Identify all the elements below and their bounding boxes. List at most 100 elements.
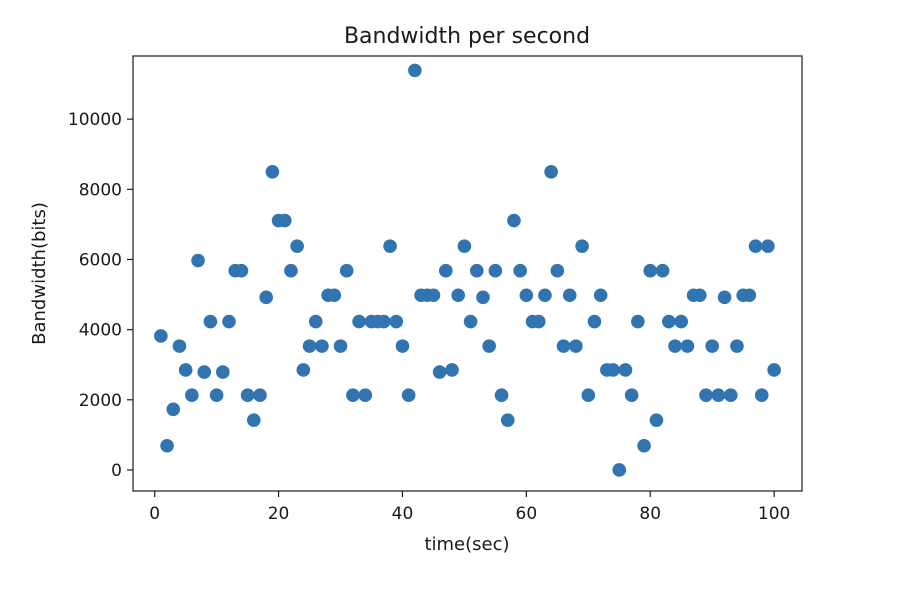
scatter-point: [327, 288, 342, 303]
x-tick-label: 100: [758, 504, 790, 524]
y-axis-label: Bandwidth(bits): [29, 202, 50, 345]
scatter-point: [439, 263, 453, 278]
scatter-point: [674, 314, 689, 329]
x-tick-label: 20: [268, 504, 290, 524]
y-tick-label: 10000: [68, 110, 122, 130]
scatter-point: [575, 239, 589, 253]
scatter-point: [308, 314, 323, 329]
scatter-point: [649, 413, 664, 427]
scatter-point: [482, 339, 496, 353]
x-tick-label: 80: [639, 504, 661, 524]
x-axis-label: time(sec): [424, 534, 509, 555]
scatter-point: [519, 288, 534, 303]
scatter-point: [259, 290, 273, 305]
scatter-point: [618, 363, 633, 377]
scatter-point: [748, 239, 763, 253]
y-tick-label: 6000: [79, 250, 122, 270]
scatter-point: [761, 239, 775, 253]
scatter-point: [203, 314, 218, 329]
x-axis-ticks: 0 20 40 60 80 100: [149, 491, 790, 524]
plot-frame: [132, 55, 803, 492]
scatter-point: [717, 290, 732, 305]
scatter-point: [377, 314, 391, 329]
scatter-point: [662, 314, 676, 329]
x-tick-label: 40: [392, 504, 414, 524]
scatter-point: [538, 288, 552, 303]
scatter-point: [550, 263, 565, 278]
y-tick-label: 8000: [79, 180, 122, 200]
scatter-point: [754, 388, 769, 403]
scatter-point: [265, 164, 280, 179]
scatter-point: [767, 363, 781, 377]
scatter-point: [730, 339, 744, 353]
scatter-point: [624, 388, 639, 403]
scatter-point: [680, 339, 695, 353]
scatter-point: [476, 290, 490, 305]
y-tick-label: 0: [111, 461, 122, 481]
x-tick-label: 60: [516, 504, 538, 524]
scatter-point: [723, 388, 738, 403]
scatter-point: [531, 314, 546, 329]
scatter-point: [593, 288, 608, 303]
scatter-point: [507, 213, 521, 228]
scatter-point: [290, 239, 304, 253]
scatter-point: [711, 388, 726, 403]
chart-title: Bandwidth per second: [344, 24, 590, 49]
y-tick-label: 4000: [79, 321, 122, 341]
scatter-point: [463, 314, 478, 329]
scatter-point: [699, 388, 713, 403]
scatter-point: [166, 402, 181, 417]
y-tick-label: 2000: [79, 391, 122, 411]
scatter-point: [742, 288, 757, 303]
y-axis-ticks: 0 2000 4000 6000 8000 10000: [68, 110, 133, 481]
scatter-point: [216, 365, 230, 379]
scatter-point: [178, 363, 193, 377]
scatter-point: [612, 463, 627, 477]
scatter-point: [154, 329, 168, 343]
scatter-point: [246, 413, 261, 427]
scatter-point: [426, 288, 441, 303]
scatter-point: [197, 365, 212, 379]
scatter-point: [284, 263, 298, 278]
scatter-point: [513, 263, 527, 278]
scatter-point: [581, 388, 596, 403]
scatter-point: [333, 339, 348, 353]
scatter-point: [637, 438, 651, 453]
scatter-point: [395, 339, 410, 353]
scatter-point: [445, 363, 459, 377]
scatter-point: [562, 288, 577, 303]
scatter-point: [315, 339, 329, 353]
scatter-point: [172, 339, 187, 353]
scatter-point: [277, 213, 292, 228]
scatter-point: [655, 263, 670, 278]
scatter-point: [302, 339, 317, 353]
scatter-point: [358, 388, 373, 403]
scatter-point: [408, 63, 422, 78]
x-tick-label: 0: [149, 504, 160, 524]
scatter-point: [240, 388, 255, 403]
scatter-point: [556, 339, 571, 353]
scatter-point: [500, 413, 515, 427]
scatter-point: [185, 388, 199, 403]
scatter-point: [253, 388, 267, 403]
scatter-point: [705, 339, 719, 353]
scatter-point: [488, 263, 503, 278]
scatter-point: [234, 263, 249, 278]
scatter-point: [383, 239, 397, 253]
scatter-point: [631, 314, 645, 329]
data-points: [154, 63, 781, 477]
scatter-point: [401, 388, 416, 403]
scatter-point: [296, 363, 311, 377]
scatter-point: [457, 239, 472, 253]
scatter-point: [352, 314, 366, 329]
scatter-point: [451, 288, 466, 303]
scatter-point: [389, 314, 404, 329]
scatter-point: [668, 339, 682, 353]
scatter-point: [494, 388, 509, 403]
scatter-point: [222, 314, 236, 329]
scatter-point: [339, 263, 354, 278]
scatter-point: [606, 363, 620, 377]
scatter-point: [160, 438, 174, 453]
